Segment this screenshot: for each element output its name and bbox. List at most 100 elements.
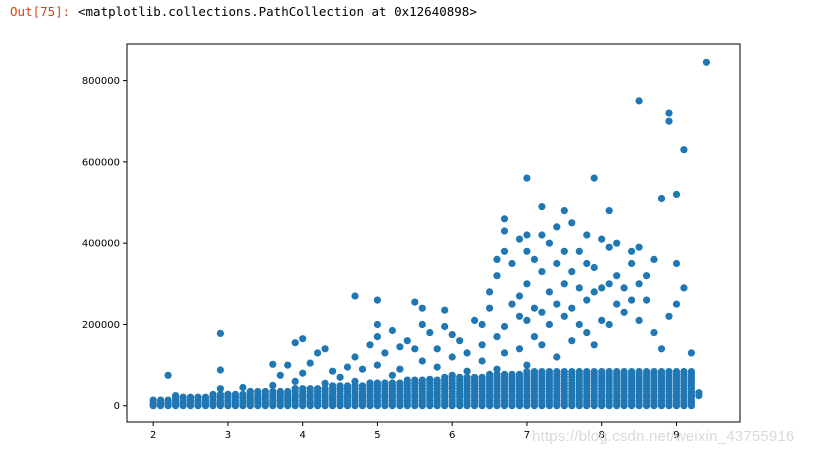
scatter-point [530,368,539,376]
scatter-point [560,280,568,288]
scatter-point [426,375,434,383]
scatter-point [553,353,561,361]
scatter-point [329,396,337,404]
scatter-point [575,247,583,255]
scatter-point [373,333,381,341]
scatter-point [620,368,628,376]
scatter-point [583,259,591,268]
scatter-point [194,399,202,407]
scatter-point [373,296,381,304]
scatter-point [433,363,441,371]
scatter-point [628,368,636,376]
scatter-point [613,300,621,308]
scatter-point [613,368,621,376]
scatter-point [314,387,322,396]
scatter-point [620,284,628,292]
scatter-point [665,312,673,320]
scatter-point [560,207,568,215]
scatter-point [672,368,681,376]
scatter-point [418,357,426,365]
scatter-point [418,304,426,312]
scatter-point [643,296,651,304]
scatter-point [500,349,509,357]
scatter-point [628,296,636,304]
output-prompt: Out[75]: [10,4,71,19]
scatter-point [269,387,277,396]
scatter-point [508,370,516,378]
scatter-point [657,194,666,203]
x-tick-label: 5 [374,430,380,441]
x-tick-label: 6 [449,430,455,441]
scatter-point [628,259,636,268]
scatter-point [456,337,464,345]
x-tick-label: 9 [673,430,679,441]
scatter-point [426,389,434,398]
scatter-point [605,320,613,329]
scatter-point [209,398,217,406]
scatter-point [493,365,501,373]
scatter-point [635,280,643,288]
scatter-point [299,335,307,343]
scatter-point [456,389,464,398]
x-tick-label: 2 [150,430,156,441]
scatter-point [635,243,643,251]
scatter-point [583,296,591,304]
x-tick-label: 7 [524,430,530,441]
scatter-point [665,368,673,376]
scatter-point [538,368,546,376]
output-line: Out[75]: <matplotlib.collections.PathCol… [0,2,814,22]
scatter-point [463,367,471,375]
scatter-point [358,365,367,373]
scatter-point [381,379,389,387]
scatter-point [687,368,696,376]
scatter-point [523,280,531,288]
scatter-point [590,341,598,349]
scatter-point [605,368,613,376]
scatter-point [478,320,486,329]
scatter-point [583,368,591,376]
scatter-point [575,284,583,292]
scatter-point [299,385,307,393]
scatter-point [665,117,673,125]
scatter-point [448,331,456,339]
scatter-point [568,304,576,312]
scatter-point [560,247,568,255]
x-tick-label: 8 [599,430,605,441]
scatter-point [553,300,561,308]
scatter-point [545,320,554,329]
scatter-point [418,376,426,384]
scatter-point [224,396,232,404]
scatter-point [216,400,224,408]
scatter-point [568,337,576,345]
scatter-point [598,284,606,292]
scatter-point [523,174,531,182]
scatter-point [411,379,419,387]
scatter-point [396,379,404,387]
scatter-point [486,288,494,296]
scatter-point [568,268,576,276]
scatter-point [568,219,576,227]
scatter-point [373,381,381,389]
scatter-point [672,300,681,308]
scatter-point [179,400,187,408]
scatter-point [530,304,539,312]
scatter-point [590,174,598,182]
scatter-point [530,255,539,263]
scatter-point [695,389,703,397]
scatter-point [508,259,516,268]
y-tick-label: 200000 [82,320,120,331]
scatter-point [231,390,239,398]
scatter-point [560,312,568,320]
scatter-point [613,239,621,247]
scatter-point [366,379,374,387]
scatter-point [635,368,643,376]
scatter-point [388,379,396,387]
scatter-point [396,365,404,373]
scatter-point [343,394,352,402]
scatter-point [366,341,374,349]
scatter-point [650,255,658,263]
scatter-point [418,320,426,329]
scatter-point [643,272,651,280]
scatter-point [545,288,554,296]
scatter-point [172,398,180,407]
